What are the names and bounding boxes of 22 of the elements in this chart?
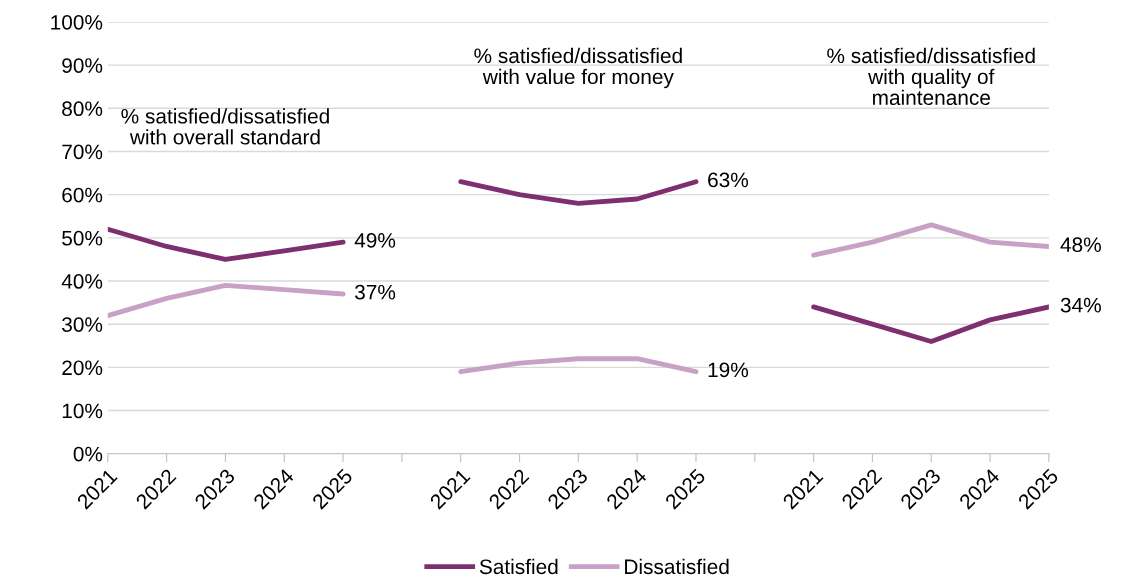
data-label: 37% (354, 284, 396, 300)
y-tick-label: 0% (73, 446, 103, 462)
legend-label: Dissatisfied (625, 558, 729, 575)
y-tick-label: 50% (62, 230, 103, 246)
data-label: 34% (1060, 297, 1101, 313)
y-tick-label: 10% (62, 403, 103, 419)
data-label: 63% (708, 172, 749, 188)
y-tick-label: 90% (62, 58, 103, 73)
annotation: % satisfied/dissatisfied with quality of maintenance (827, 47, 1035, 106)
annotation: % satisfied/dissatisfied with value for money (474, 47, 682, 89)
data-label: 49% (354, 233, 396, 248)
y-tick-label: 20% (62, 360, 103, 376)
y-tick-label: 40% (61, 274, 103, 289)
data-label: 48% (1060, 237, 1101, 253)
y-tick-label: 60% (62, 187, 103, 203)
legend-label: Satisfied (479, 558, 558, 575)
y-tick-label: 70% (62, 144, 103, 160)
y-tick-label: 30% (62, 317, 103, 332)
data-label: 19% (708, 362, 749, 378)
y-tick-label: 100% (51, 14, 103, 30)
annotation: % satisfied/dissatisfied with overall standard (121, 108, 329, 145)
y-tick-label: 80% (62, 101, 103, 117)
